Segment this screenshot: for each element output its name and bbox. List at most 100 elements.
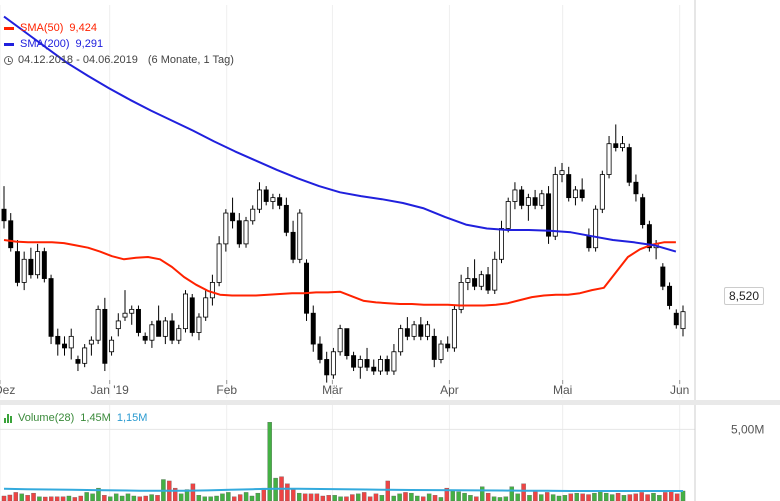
candle-body [667, 285, 673, 306]
candle-body [465, 278, 471, 283]
volume-bar [450, 490, 455, 501]
candle-body [142, 335, 148, 341]
candle-body [310, 312, 316, 345]
candle-body [640, 197, 646, 226]
volume-bar [25, 495, 30, 501]
candle-body [330, 351, 336, 376]
candle [270, 193, 276, 210]
volume-bar [7, 494, 13, 501]
candle [297, 209, 303, 264]
candle [324, 351, 330, 383]
candle [223, 209, 229, 252]
clock-icon [4, 55, 13, 65]
volume-bar [196, 495, 202, 501]
current-price-tag: 8,520 [724, 287, 765, 305]
volume-bar [255, 492, 261, 501]
legend-period[interactable]: 04.12.2018 - 04.06.2019 (6 Monate, 1 Tag… [4, 52, 234, 68]
volume-bar [208, 496, 213, 501]
candle [519, 186, 525, 210]
candle [8, 213, 14, 252]
volume-bar [574, 492, 579, 501]
time-tick-label: Jun [670, 383, 689, 397]
volume-bar [131, 495, 137, 501]
volume-bar [49, 496, 54, 501]
candle-body [519, 189, 525, 206]
time-tick-label: Mai [553, 383, 572, 397]
volume-bar [550, 494, 556, 501]
volume-bar [509, 486, 514, 501]
volume-bar [320, 495, 326, 501]
volume-bar [627, 494, 633, 501]
candle-body [48, 278, 54, 337]
candle-body [189, 297, 195, 333]
sma50-swatch [4, 26, 14, 30]
volume-bar [367, 496, 373, 501]
candle [411, 320, 417, 341]
candle [203, 290, 209, 321]
candle-body [431, 335, 437, 360]
volume-tick-label: 5,00M [731, 422, 764, 436]
candle [122, 290, 128, 321]
volume-bar [663, 492, 668, 501]
indicator-legend: SMA(50) 9,424 SMA(200) 9,291 04.12.2018 … [4, 20, 234, 68]
sma50-label: SMA(50) [20, 22, 64, 34]
volume-bar [54, 496, 60, 501]
volume-bar [444, 487, 450, 501]
candle [28, 247, 34, 279]
candle [156, 305, 162, 337]
candle [310, 305, 316, 352]
volume-bar [544, 492, 550, 501]
candle [512, 182, 518, 210]
volume-bar [190, 483, 196, 501]
volume-bar [409, 492, 414, 501]
volume-bar [350, 494, 355, 501]
candle [62, 336, 67, 356]
candle-body [68, 335, 74, 349]
time-tick-label: Feb [216, 383, 237, 397]
candle [398, 324, 404, 356]
volume-bar [462, 492, 467, 501]
volume-bar [403, 492, 408, 501]
candle-body [357, 359, 363, 368]
candle-body [149, 324, 155, 341]
volume-bar [84, 492, 89, 501]
candle-body [109, 339, 115, 353]
candle-body [236, 220, 242, 245]
volume-bar [149, 494, 154, 501]
candle [48, 274, 54, 345]
candle-body [263, 189, 269, 202]
volume-bar [108, 496, 113, 501]
candle-body [156, 320, 162, 337]
time-tick-label: Jan '19 [91, 383, 130, 397]
candle [357, 355, 363, 379]
candle-body [606, 143, 612, 175]
volume-bar [226, 492, 231, 501]
candle-body [512, 189, 518, 202]
volume-bar [432, 495, 438, 501]
legend-sma200[interactable]: SMA(200) 9,291 [4, 36, 234, 52]
volume-bar [485, 492, 491, 501]
volume-bar [379, 495, 385, 501]
candle-body [209, 282, 215, 299]
candle [552, 166, 558, 241]
candle [142, 332, 148, 345]
candle [458, 274, 464, 314]
volume-bar [468, 495, 473, 501]
candle-body [377, 359, 383, 372]
volume-bar [102, 495, 107, 501]
candle-body [41, 251, 47, 279]
volume-bar [621, 495, 627, 501]
candle [189, 293, 195, 337]
candle-body [546, 193, 552, 237]
volume-bar [657, 495, 662, 501]
candle-body [371, 366, 377, 372]
legend-sma50[interactable]: SMA(50) 9,424 [4, 20, 234, 36]
candle [425, 320, 431, 341]
candle [525, 193, 531, 221]
candle [290, 220, 296, 264]
candle-body [398, 328, 404, 353]
candle-body [169, 320, 175, 341]
candle [135, 305, 141, 337]
candle [431, 328, 437, 368]
candle [283, 197, 289, 237]
